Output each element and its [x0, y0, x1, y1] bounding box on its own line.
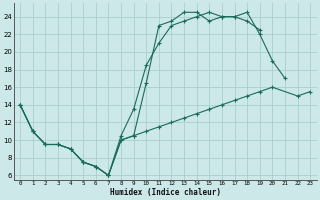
X-axis label: Humidex (Indice chaleur): Humidex (Indice chaleur) — [110, 188, 221, 197]
